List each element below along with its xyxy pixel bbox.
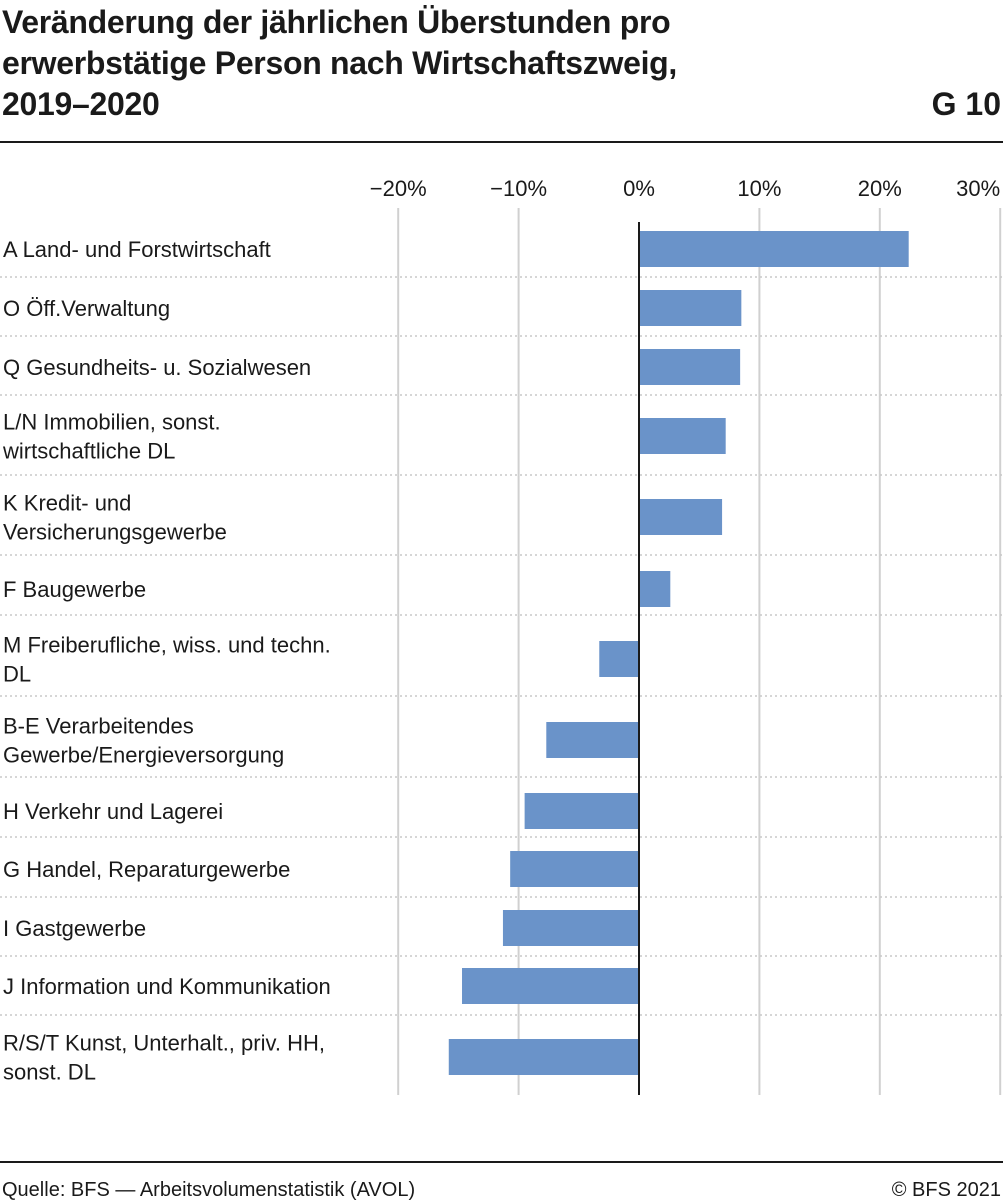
bar-4 <box>639 499 723 535</box>
bar-1 <box>639 290 742 326</box>
category-label-5: F Baugewerbe <box>3 577 146 602</box>
bar-7 <box>546 722 639 758</box>
category-label-2: Q Gesundheits- u. Sozialwesen <box>3 355 311 380</box>
title-line-2: erwerbstätige Person nach Wirtschaftszwe… <box>2 45 678 81</box>
category-label-10: I Gastgewerbe <box>3 916 146 941</box>
category-label-3-line-0: L/N Immobilien, sonst. <box>3 410 221 435</box>
x-tick-label-3: 10% <box>737 176 781 201</box>
title-line-1: Veränderung der jährlichen Überstunden p… <box>2 4 671 40</box>
category-label-1: O Öff.Verwaltung <box>3 296 170 321</box>
chart-title: Veränderung der jährlichen Überstunden p… <box>2 2 902 125</box>
x-tick-label-0: −20% <box>370 176 427 201</box>
x-tick-label-2: 0% <box>623 176 655 201</box>
category-label-8: H Verkehr und Lagerei <box>3 799 223 824</box>
category-label-9: G Handel, Reparaturgewerbe <box>3 857 290 882</box>
bar-12 <box>448 1039 639 1075</box>
bar-11 <box>462 968 639 1004</box>
category-label-7-line-0: B-E Verarbeitendes <box>3 714 194 739</box>
category-label-4-line-1: Versicherungsgewerbe <box>3 520 227 545</box>
x-tick-label-1: −10% <box>490 176 547 201</box>
bar-10 <box>502 910 639 946</box>
bar-5 <box>639 571 671 607</box>
bar-2 <box>639 349 741 385</box>
x-tick-label-4: 20% <box>858 176 902 201</box>
x-tick-label-5: 30% <box>956 176 1000 201</box>
category-label-4-line-0: K Kredit- und <box>3 491 131 516</box>
bar-6 <box>599 641 639 677</box>
title-divider <box>0 141 1003 143</box>
chart-number: G 10 <box>931 86 1001 122</box>
category-label-7-line-1: Gewerbe/Energieversorgung <box>3 743 284 768</box>
category-label-6-line-1: DL <box>3 662 31 687</box>
title-line-3: 2019–2020 <box>2 86 160 122</box>
category-label-12-line-1: sonst. DL <box>3 1060 96 1085</box>
category-label-6-line-0: M Freiberufliche, wiss. und techn. <box>3 633 331 658</box>
bar-0 <box>639 231 909 267</box>
bar-9 <box>510 851 639 887</box>
footer-divider <box>0 1161 1003 1163</box>
copyright-note: © BFS 2021 <box>891 1179 1001 1201</box>
category-label-11: J Information und Kommunikation <box>3 974 331 999</box>
category-label-0: A Land- und Forstwirtschaft <box>3 237 271 262</box>
category-label-12-line-0: R/S/T Kunst, Unterhalt., priv. HH, <box>3 1031 325 1056</box>
source-note: Quelle: BFS — Arbeitsvolumenstatistik (A… <box>2 1179 416 1201</box>
bar-8 <box>524 793 639 829</box>
category-label-3-line-1: wirtschaftliche DL <box>2 439 175 464</box>
bar-3 <box>639 418 726 454</box>
